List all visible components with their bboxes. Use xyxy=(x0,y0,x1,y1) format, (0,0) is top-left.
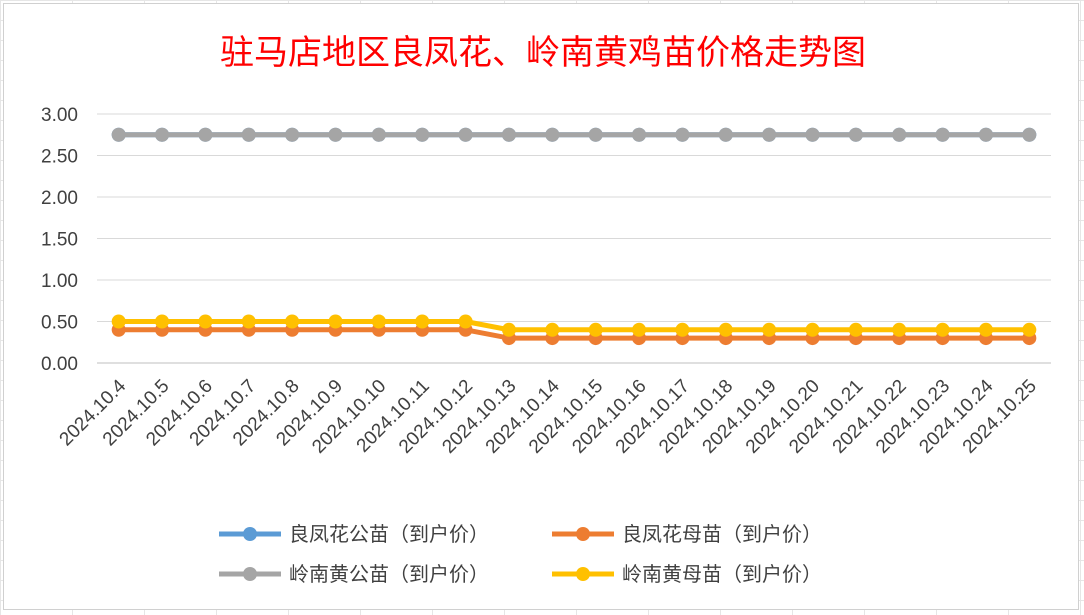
data-point[interactable] xyxy=(111,314,126,329)
y-tick-label: 2.00 xyxy=(41,188,78,209)
data-point[interactable] xyxy=(848,127,863,142)
legend-label: 良凤花公苗（到户价） xyxy=(289,522,489,546)
data-point[interactable] xyxy=(328,314,343,329)
legend-label: 良凤花母苗（到户价） xyxy=(622,522,822,546)
data-point[interactable] xyxy=(805,127,820,142)
data-point[interactable] xyxy=(198,314,213,329)
data-point[interactable] xyxy=(241,314,256,329)
chart-title: 驻马店地区良凤花、岭南黄鸡苗价格走势图 xyxy=(220,33,866,73)
data-point[interactable] xyxy=(545,322,560,337)
data-point[interactable] xyxy=(1022,322,1037,337)
data-point[interactable] xyxy=(588,322,603,337)
data-point[interactable] xyxy=(545,127,560,142)
data-point[interactable] xyxy=(111,127,126,142)
data-point[interactable] xyxy=(805,322,820,337)
y-tick-label: 3.00 xyxy=(41,105,78,126)
data-point[interactable] xyxy=(978,127,993,142)
data-point[interactable] xyxy=(632,127,647,142)
gridlines xyxy=(97,113,1051,364)
data-point[interactable] xyxy=(371,127,386,142)
data-point[interactable] xyxy=(935,322,950,337)
series-group xyxy=(111,127,1037,346)
legend-label: 岭南黄母苗（到户价） xyxy=(622,562,822,586)
y-tick-label: 1.00 xyxy=(41,271,78,292)
data-point[interactable] xyxy=(632,322,647,337)
legend-item[interactable]: 岭南黄公苗（到户价） xyxy=(219,562,489,586)
data-point[interactable] xyxy=(718,322,733,337)
data-point[interactable] xyxy=(328,127,343,142)
y-axis-ticks: 3.00 2.50 2.00 1.50 1.00 0.50 0.00 xyxy=(41,105,78,375)
chart-area[interactable]: 驻马店地区良凤花、岭南黄鸡苗价格走势图 3.00 2.50 2.00 1.50 1.00… xyxy=(3,3,1079,610)
legend: 良凤花公苗（到户价） 良凤花母苗（到户价） 岭南黄公苗（到户价） 岭南黄母苗（到户价） xyxy=(219,522,822,586)
data-point[interactable] xyxy=(285,314,300,329)
y-tick-label: 2.50 xyxy=(41,147,78,168)
data-point[interactable] xyxy=(848,322,863,337)
data-point[interactable] xyxy=(675,127,690,142)
data-point[interactable] xyxy=(978,322,993,337)
legend-item[interactable]: 良凤花公苗（到户价） xyxy=(219,522,489,546)
data-point[interactable] xyxy=(285,127,300,142)
data-point[interactable] xyxy=(675,322,690,337)
data-point[interactable] xyxy=(198,127,213,142)
legend-label: 岭南黄公苗（到户价） xyxy=(289,562,489,586)
data-point[interactable] xyxy=(501,322,516,337)
data-point[interactable] xyxy=(155,314,170,329)
data-point[interactable] xyxy=(241,127,256,142)
data-point[interactable] xyxy=(1022,127,1037,142)
data-point[interactable] xyxy=(501,127,516,142)
data-point[interactable] xyxy=(458,314,473,329)
data-point[interactable] xyxy=(155,127,170,142)
data-point[interactable] xyxy=(588,127,603,142)
data-point[interactable] xyxy=(935,127,950,142)
data-point[interactable] xyxy=(458,127,473,142)
y-tick-label: 0.50 xyxy=(41,313,78,334)
legend-swatch-marker xyxy=(576,567,590,581)
data-point[interactable] xyxy=(892,127,907,142)
series-line xyxy=(111,127,1037,142)
data-point[interactable] xyxy=(415,127,430,142)
legend-swatch-marker xyxy=(243,527,257,541)
line-chart: 驻马店地区良凤花、岭南黄鸡苗价格走势图 3.00 2.50 2.00 1.50 1.00… xyxy=(41,33,1051,586)
legend-swatch-marker xyxy=(576,527,590,541)
data-point[interactable] xyxy=(762,127,777,142)
legend-swatch-marker xyxy=(243,567,257,581)
y-tick-label: 1.50 xyxy=(41,230,78,251)
series-line xyxy=(111,314,1037,337)
series-path xyxy=(118,319,1030,333)
data-point[interactable] xyxy=(718,127,733,142)
data-point[interactable] xyxy=(892,322,907,337)
y-tick-label: 0.00 xyxy=(41,354,78,375)
data-point[interactable] xyxy=(762,322,777,337)
x-axis-ticks: 2024.10.42024.10.52024.10.62024.10.72024… xyxy=(56,375,1041,457)
series-path xyxy=(118,327,1030,341)
legend-item[interactable]: 良凤花母苗（到户价） xyxy=(552,522,822,546)
data-point[interactable] xyxy=(415,314,430,329)
data-point[interactable] xyxy=(371,314,386,329)
legend-item[interactable]: 岭南黄母苗（到户价） xyxy=(552,562,822,586)
